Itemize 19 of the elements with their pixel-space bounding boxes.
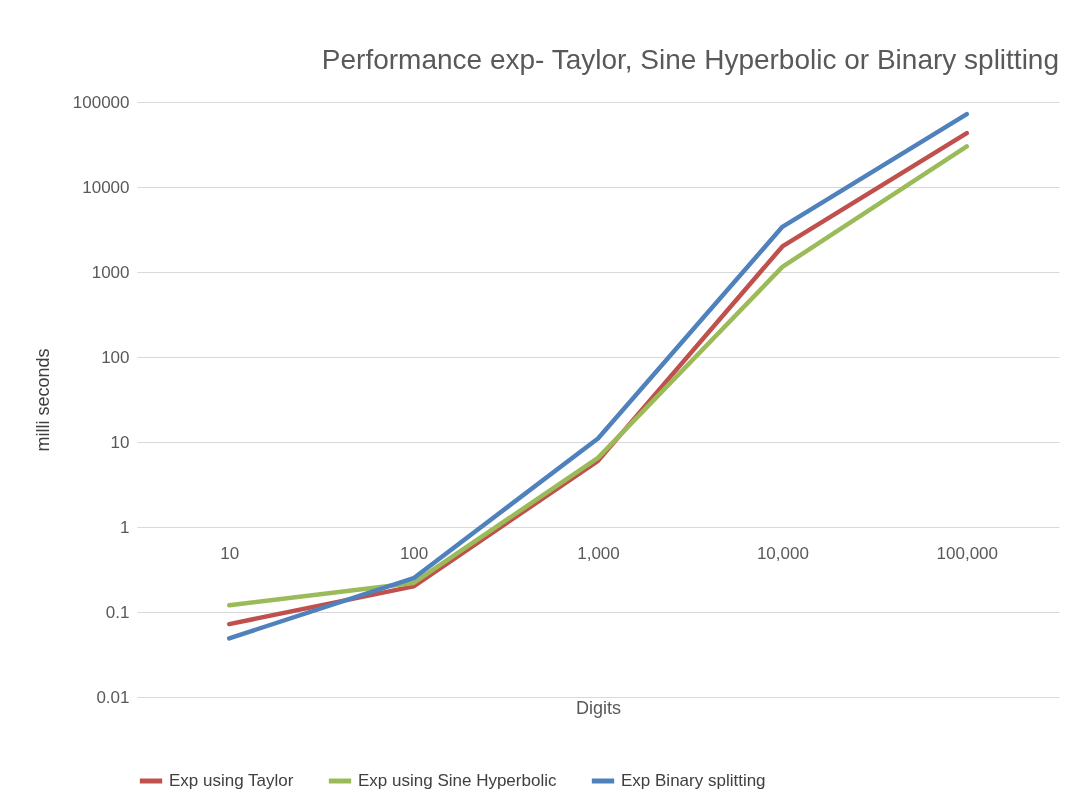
legend-label: Exp using Sine Hyperbolic — [358, 771, 557, 790]
x-tick-label: 100,000 — [936, 543, 999, 563]
y-tick-label: 10000 — [82, 177, 130, 197]
x-tick-label: 10 — [220, 543, 240, 563]
y-tick-label: 10 — [110, 432, 130, 452]
y-tick-label: 0.1 — [105, 602, 130, 622]
x-axis-title: Digits — [575, 697, 622, 718]
chart-title: Performance exp- Taylor, Sine Hyperbolic or Binary splitting — [321, 44, 1059, 75]
x-tick-label: 100 — [399, 543, 429, 563]
y-tick-label: 100 — [101, 347, 130, 367]
y-tick-label: 1 — [120, 517, 130, 537]
y-tick-label: 1000 — [91, 262, 130, 282]
y-tick-label: 100000 — [72, 92, 130, 112]
x-tick-label: 10,000 — [756, 543, 809, 563]
legend-label: Exp using Taylor — [169, 771, 294, 790]
legend-label: Exp Binary splitting — [621, 771, 766, 790]
x-tick-label: 1,000 — [577, 543, 620, 563]
y-axis-title: milli seconds — [32, 348, 53, 452]
y-tick-label: 0.01 — [96, 687, 130, 707]
